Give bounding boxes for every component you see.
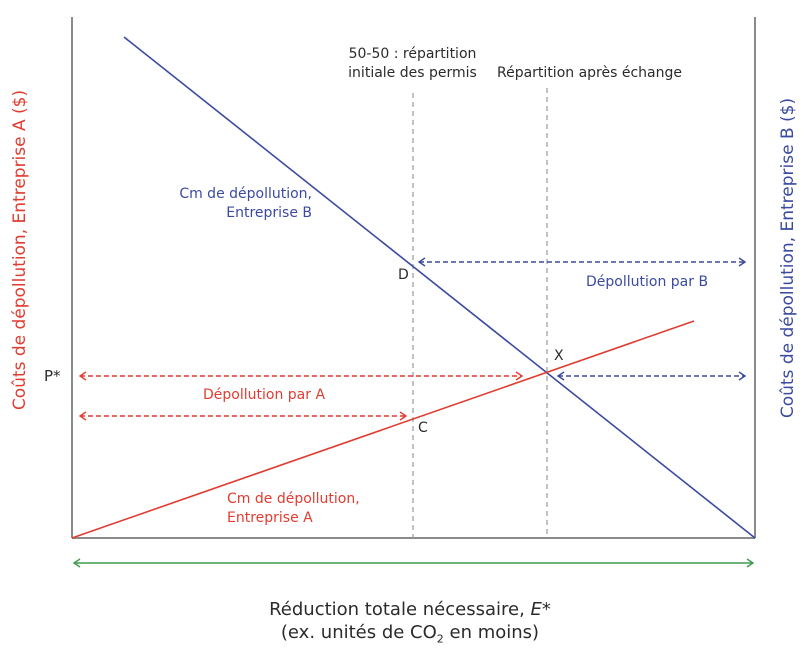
point-c-label: C <box>418 420 428 436</box>
initial-allocation-label-line2: initiale des permis <box>348 65 477 81</box>
point-x-label: X <box>554 348 564 364</box>
mc-firm-b-label-line1: Cm de dépollution, <box>179 186 312 202</box>
x-axis-label-line1: Réduction totale nécessaire, E* <box>160 598 660 621</box>
x-axis-label-prefix: (ex. unités de CO <box>280 622 437 643</box>
point-d-label: D <box>398 267 409 283</box>
x-axis-label-suffix: en moins) <box>443 622 540 643</box>
x-axis-label: Réduction totale nécessaire, E* (ex. uni… <box>160 598 660 651</box>
initial-allocation-label: 50-50 : répartition initiale des permis <box>335 46 490 82</box>
mc-firm-a-line <box>71 320 695 539</box>
x-axis-label-subscript: 2 <box>436 632 444 646</box>
mc-firm-a-label: Cm de dépollution, Entreprise A <box>227 491 360 527</box>
x-axis-label-line2: (ex. unités de CO2 en moins) <box>160 621 660 651</box>
mc-firm-a-label-line1: Cm de dépollution, <box>227 491 360 507</box>
price-label: P* <box>44 367 61 385</box>
mc-firm-b-line <box>123 36 756 539</box>
after-trade-label: Répartition après échange <box>497 65 682 81</box>
y-axis-right-label: Coûts de dépollution, Entreprise B ($) <box>778 97 798 419</box>
mc-firm-b-label-line2: Entreprise B <box>226 205 312 221</box>
mc-firm-a-label-line2: Entreprise A <box>227 510 313 526</box>
y-axis-left-label: Coûts de dépollution, Entreprise A ($) <box>10 89 30 411</box>
depollution-b-label: Dépollution par B <box>586 274 709 290</box>
x-axis-label-text: Réduction totale nécessaire, <box>269 599 531 620</box>
x-axis-label-italic: E* <box>530 599 551 620</box>
initial-allocation-label-line1: 50-50 : répartition <box>348 46 477 62</box>
depollution-a-label: Dépollution par A <box>203 387 326 403</box>
mc-firm-b-label: Cm de dépollution, Entreprise B <box>150 186 312 222</box>
